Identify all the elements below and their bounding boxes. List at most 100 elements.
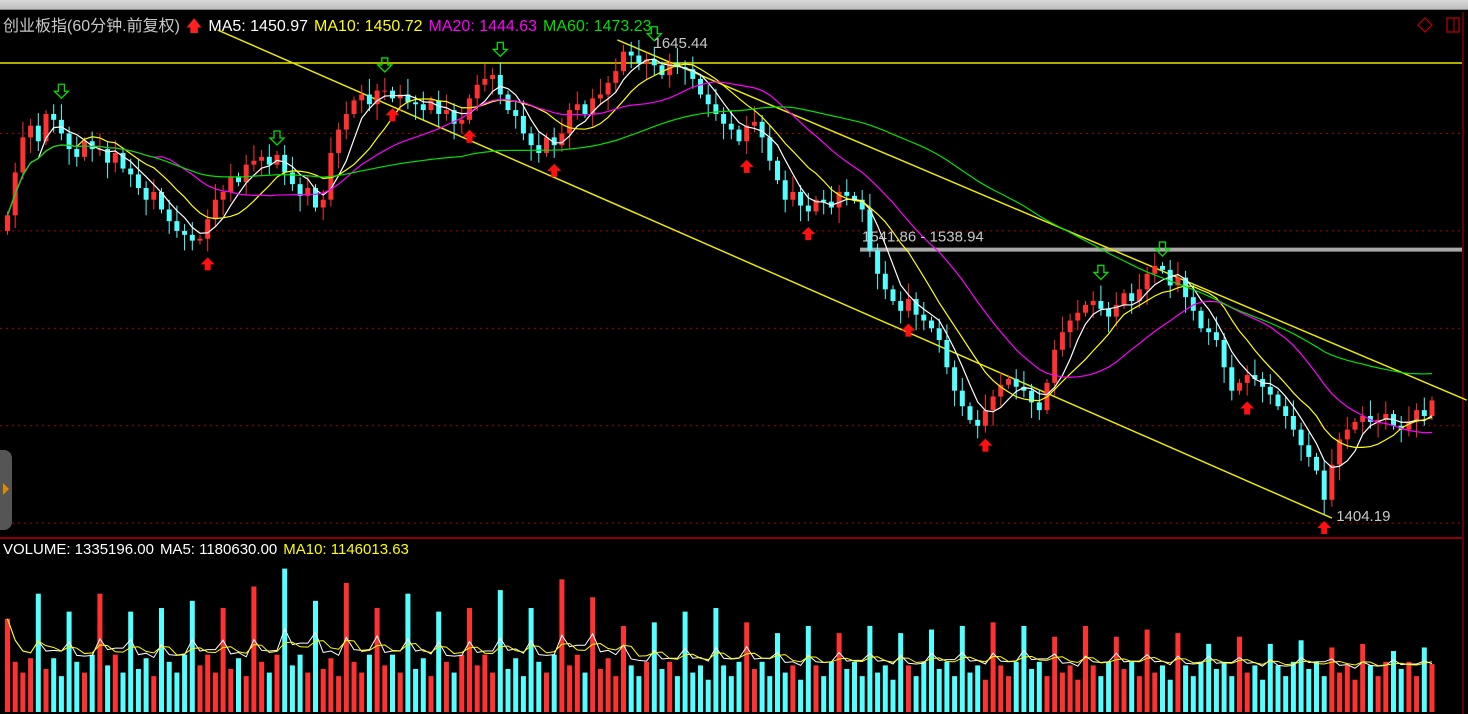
volume-bar — [567, 665, 573, 712]
volume-bar — [1190, 676, 1196, 712]
candle — [1321, 470, 1327, 500]
candle — [474, 84, 480, 99]
candle — [767, 137, 773, 161]
candle — [705, 94, 711, 105]
candle — [467, 98, 472, 120]
candle — [1059, 332, 1065, 350]
candle — [159, 191, 164, 210]
volume-bar — [382, 665, 388, 712]
candle — [282, 154, 288, 173]
candle — [821, 199, 827, 202]
candle — [1106, 308, 1112, 317]
ma20-line — [6, 81, 1433, 434]
volume-bar — [636, 676, 642, 712]
volume-bar — [813, 665, 819, 712]
candle — [667, 63, 673, 76]
candle — [5, 215, 10, 231]
volume-bar — [1213, 668, 1219, 712]
volume-bar — [74, 661, 80, 712]
volume-bar — [859, 676, 865, 712]
candle — [1221, 340, 1227, 368]
volume-bar — [1152, 672, 1158, 712]
volume-bar — [1260, 679, 1266, 712]
volume-bar — [705, 679, 711, 712]
volume-bar — [174, 672, 180, 712]
candle — [1090, 301, 1096, 305]
volume-bar — [351, 661, 357, 712]
candle — [1198, 310, 1204, 329]
expand-tab-icon[interactable] — [0, 450, 12, 530]
candle — [513, 110, 519, 116]
candle — [559, 133, 565, 146]
sell-signal-arrow-icon — [1092, 264, 1110, 281]
candle — [51, 113, 57, 120]
volume-bar — [436, 611, 442, 712]
volume-bar — [1275, 665, 1281, 712]
candle — [343, 113, 349, 130]
candle — [852, 195, 857, 200]
volume-bar — [590, 597, 596, 712]
candle — [420, 104, 426, 111]
candle — [1129, 293, 1135, 302]
volume-bar — [513, 658, 519, 712]
candle — [359, 94, 365, 101]
up-arrow-icon: 🡅 — [185, 18, 203, 35]
candle — [744, 125, 750, 142]
candle — [82, 141, 87, 157]
volume-bar — [1029, 668, 1035, 712]
candle — [197, 238, 203, 241]
volume-bar — [582, 672, 588, 712]
candle — [143, 188, 149, 200]
volume-bar — [659, 668, 665, 712]
volume-bar — [289, 665, 295, 712]
volume-bar — [574, 654, 580, 712]
volume-bar — [1337, 672, 1343, 712]
candle — [266, 156, 272, 165]
candle — [482, 78, 488, 85]
volume-bar — [1414, 676, 1420, 712]
volume-bar — [852, 661, 857, 712]
volume-bar — [713, 608, 719, 712]
candle — [651, 59, 657, 66]
volume-legend: VOLUME: 1335196.00 MA5: 1180630.00 MA10: 1… — [3, 541, 415, 558]
candle — [366, 94, 372, 105]
volume-bar — [921, 661, 927, 712]
buy-signal-arrow-icon — [385, 108, 400, 122]
candle — [228, 176, 234, 192]
volume-bar — [189, 600, 195, 712]
volume-bar — [875, 672, 881, 712]
volume-bar — [751, 668, 757, 712]
candle — [1144, 273, 1150, 290]
candle — [1098, 301, 1104, 309]
volume-bar — [1075, 679, 1081, 712]
candle — [1029, 390, 1035, 403]
volume-bar — [1021, 625, 1027, 712]
range-label: 1541.86 - 1538.94 — [862, 229, 984, 246]
candle — [251, 160, 257, 165]
candle — [1136, 289, 1142, 302]
volume-bar — [536, 661, 542, 712]
candle — [597, 94, 603, 99]
candle — [867, 209, 873, 251]
candle — [1237, 382, 1242, 391]
volume-bar — [667, 661, 673, 712]
volume-bar — [790, 665, 796, 712]
candle — [497, 75, 503, 95]
buy-signal-arrow-icon — [1317, 521, 1332, 535]
ma10-line — [6, 63, 1433, 448]
volume-bar — [474, 665, 480, 712]
ma5-label: MA5: 1450.97 — [208, 18, 308, 35]
candle — [574, 104, 580, 111]
volume-bar — [1206, 643, 1212, 712]
candle — [1006, 378, 1011, 385]
candle — [182, 230, 188, 235]
volume-bar — [482, 654, 488, 712]
volume-bar — [5, 618, 10, 712]
low-price-label: 1404.19 — [1336, 508, 1390, 525]
volume-bar — [1360, 643, 1366, 712]
candle — [74, 149, 80, 157]
candle — [990, 396, 996, 411]
candle — [636, 55, 642, 64]
candle — [1344, 429, 1350, 440]
